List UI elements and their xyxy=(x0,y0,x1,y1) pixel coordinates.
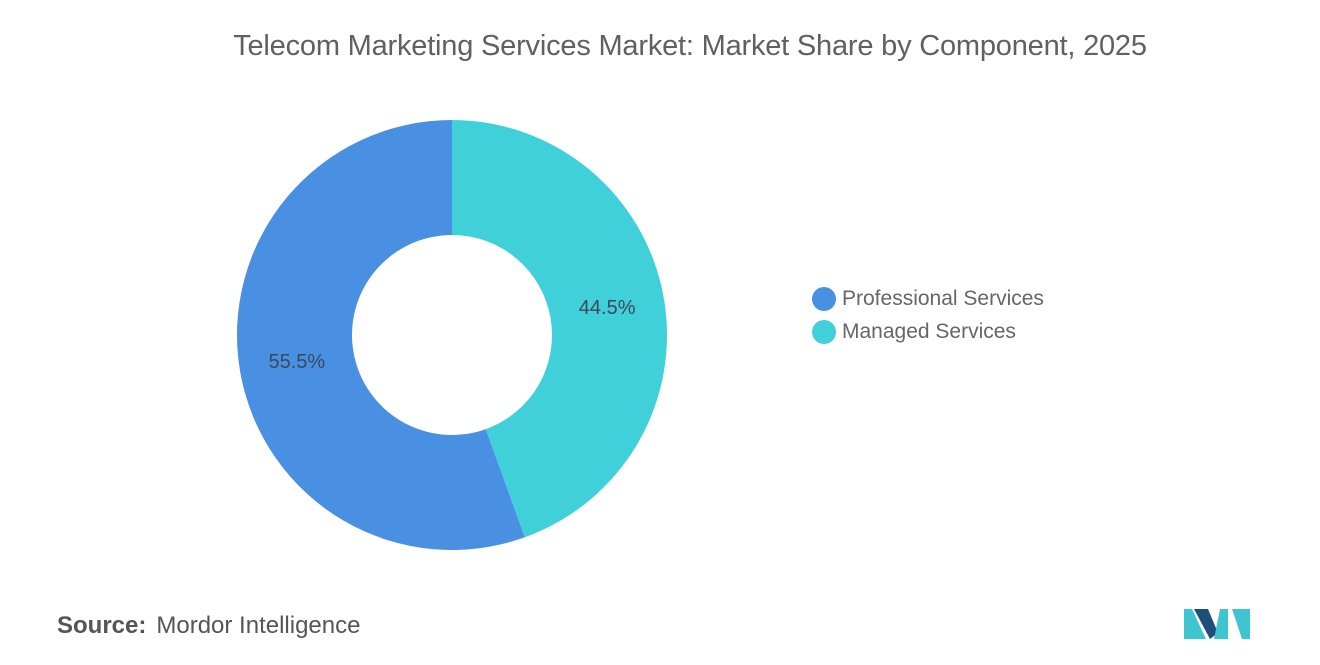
mordor-intelligence-logo-icon xyxy=(1184,609,1250,639)
slice-managed-services xyxy=(452,120,667,538)
source-label: Source: xyxy=(57,612,147,639)
source-value: Mordor Intelligence xyxy=(156,612,361,639)
legend-label-professional-services: Professional Services xyxy=(842,286,1044,310)
source-line: Source: Mordor Intelligence xyxy=(57,612,360,640)
data-label-managed-services: 44.5% xyxy=(579,297,636,319)
legend-swatch-managed-services xyxy=(812,319,836,344)
chart-legend: Professional Services Managed Services xyxy=(812,282,1044,348)
chart-title: Telecom Marketing Services Market: Marke… xyxy=(233,30,1147,62)
data-label-professional-services: 55.5% xyxy=(268,351,325,373)
legend-item-managed-services: Managed Services xyxy=(812,315,1044,348)
legend-swatch-professional-services xyxy=(812,286,836,311)
legend-item-professional-services: Professional Services xyxy=(812,282,1044,315)
legend-label-managed-services: Managed Services xyxy=(842,319,1016,343)
slice-professional-services xyxy=(237,120,525,551)
